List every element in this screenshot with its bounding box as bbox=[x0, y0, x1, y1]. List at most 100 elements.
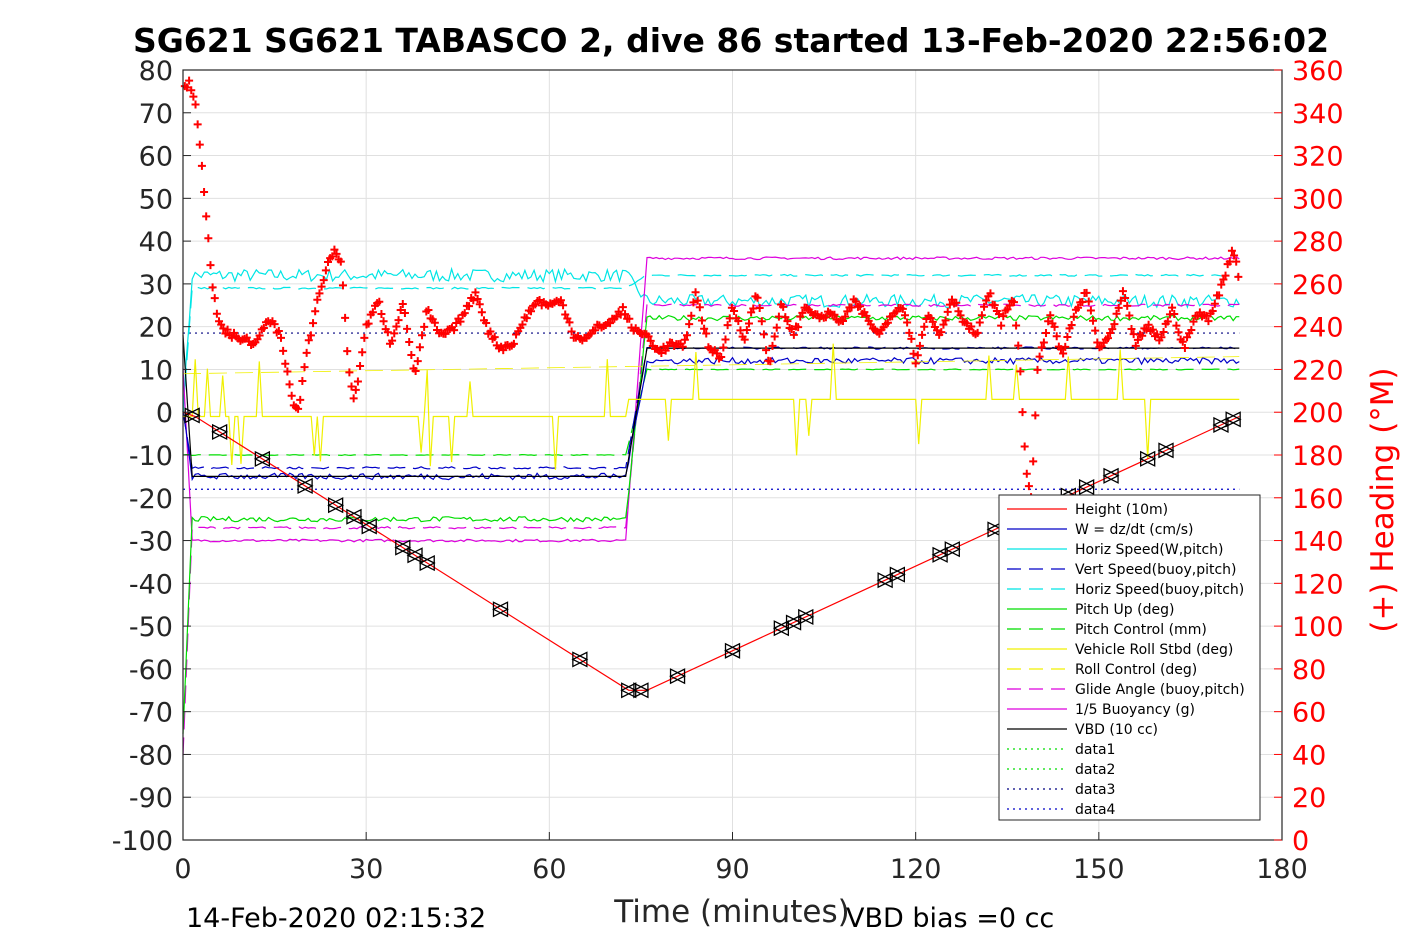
heading-marker bbox=[762, 346, 771, 355]
heading-marker bbox=[995, 310, 1004, 319]
heading-marker bbox=[522, 314, 531, 323]
heading-marker bbox=[189, 92, 198, 101]
heading-marker bbox=[898, 304, 907, 313]
heading-marker bbox=[883, 318, 892, 327]
heading-marker bbox=[977, 311, 986, 320]
heading-marker bbox=[1195, 308, 1204, 317]
heading-marker bbox=[990, 301, 999, 310]
right-tick-label: 180 bbox=[1292, 441, 1344, 472]
heading-marker bbox=[1170, 309, 1179, 318]
heading-marker bbox=[1230, 251, 1239, 260]
x-axis-ticks: 0 30 60 90 120 150 180 bbox=[174, 832, 1308, 885]
heading-marker bbox=[315, 289, 324, 298]
heading-marker bbox=[193, 120, 202, 129]
depth-marker-right-triangle bbox=[419, 554, 436, 572]
heading-marker bbox=[967, 322, 976, 331]
heading-marker bbox=[933, 326, 942, 335]
heading-marker bbox=[309, 319, 318, 328]
heading-marker bbox=[1022, 469, 1031, 478]
heading-marker bbox=[866, 320, 875, 329]
heading-marker bbox=[281, 359, 290, 368]
heading-marker bbox=[755, 304, 764, 313]
heading-marker bbox=[469, 296, 478, 305]
heading-marker bbox=[862, 311, 871, 320]
right-tick-label: 200 bbox=[1292, 398, 1344, 429]
heading-marker bbox=[345, 368, 354, 377]
heading-marker bbox=[450, 326, 459, 335]
heading-marker bbox=[475, 300, 484, 309]
heading-marker bbox=[212, 309, 221, 318]
heading-marker bbox=[1157, 333, 1166, 342]
footer-timestamp: 14-Feb-2020 02:15:32 bbox=[186, 903, 486, 934]
heading-marker bbox=[356, 362, 365, 371]
heading-marker bbox=[430, 318, 439, 327]
right-tick-label: 0 bbox=[1292, 826, 1309, 857]
left-tick-label: -60 bbox=[129, 655, 173, 686]
heading-marker bbox=[1232, 257, 1241, 266]
depth-marker-right-triangle bbox=[669, 668, 687, 685]
left-tick-label: 60 bbox=[139, 142, 173, 173]
right-tick-label: 20 bbox=[1292, 783, 1326, 814]
heading-marker bbox=[1069, 312, 1078, 321]
heading-marker bbox=[1074, 303, 1083, 312]
heading-marker bbox=[347, 382, 356, 391]
heading-marker bbox=[1144, 320, 1153, 329]
heading-marker bbox=[259, 323, 268, 332]
heading-marker bbox=[980, 302, 989, 311]
heading-marker bbox=[360, 333, 369, 342]
heading-marker bbox=[697, 316, 706, 325]
heading-marker bbox=[351, 385, 360, 394]
heading-marker bbox=[717, 353, 726, 362]
x-tick-label: 60 bbox=[532, 854, 566, 885]
heading-marker bbox=[742, 325, 751, 334]
heading-marker bbox=[918, 330, 927, 339]
heading-marker bbox=[556, 296, 565, 305]
heading-marker bbox=[405, 337, 414, 346]
heading-marker bbox=[721, 335, 730, 344]
heading-marker bbox=[1033, 365, 1042, 374]
legend-label: Horiz Speed(W,pitch) bbox=[1075, 542, 1223, 558]
heading-marker bbox=[1046, 311, 1055, 320]
series-layer bbox=[182, 256, 1240, 756]
x-tick-label: 0 bbox=[174, 854, 191, 885]
heading-marker bbox=[1091, 326, 1100, 335]
heading-marker bbox=[456, 317, 465, 326]
heading-marker bbox=[1138, 331, 1147, 340]
right-tick-label: 220 bbox=[1292, 355, 1344, 386]
heading-marker bbox=[1103, 334, 1112, 343]
heading-marker bbox=[185, 76, 194, 85]
heading-marker bbox=[1189, 317, 1198, 326]
heading-marker bbox=[1178, 337, 1187, 346]
heading-marker bbox=[783, 317, 792, 326]
heading-marker bbox=[283, 367, 292, 376]
legend-label: Pitch Control (mm) bbox=[1075, 622, 1207, 638]
heading-marker bbox=[424, 306, 433, 315]
depth-marker-right-triangle bbox=[1213, 416, 1230, 434]
heading-marker bbox=[1114, 303, 1123, 312]
heading-marker bbox=[353, 377, 362, 386]
heading-marker bbox=[294, 404, 303, 413]
heading-marker bbox=[1031, 411, 1040, 420]
heading-marker bbox=[182, 83, 191, 92]
left-tick-label: 80 bbox=[139, 56, 173, 87]
depth-marker-right-triangle bbox=[877, 572, 894, 589]
legend-label: Vehicle Roll Stbd (deg) bbox=[1075, 642, 1233, 658]
legend-label: Vert Speed(buoy,pitch) bbox=[1075, 562, 1237, 578]
heading-marker bbox=[1208, 307, 1217, 316]
heading-marker bbox=[1012, 321, 1021, 330]
heading-marker bbox=[477, 308, 486, 317]
heading-marker bbox=[606, 319, 615, 328]
heading-marker bbox=[975, 318, 984, 327]
heading-marker bbox=[567, 327, 576, 336]
heading-marker bbox=[723, 321, 732, 330]
heading-marker bbox=[687, 311, 696, 320]
heading-marker bbox=[313, 295, 322, 304]
depth-marker-right-triangle bbox=[211, 423, 229, 440]
depth-marker-right-triangle bbox=[361, 518, 378, 535]
heading-marker bbox=[1202, 311, 1211, 320]
depth-marker-right-triangle bbox=[798, 608, 815, 625]
left-tick-label: -70 bbox=[129, 698, 173, 729]
right-y-axis-ticks: 3603403203002802602402202001801601401201… bbox=[1274, 56, 1344, 857]
heading-marker bbox=[191, 100, 200, 109]
heading-marker bbox=[206, 261, 215, 270]
